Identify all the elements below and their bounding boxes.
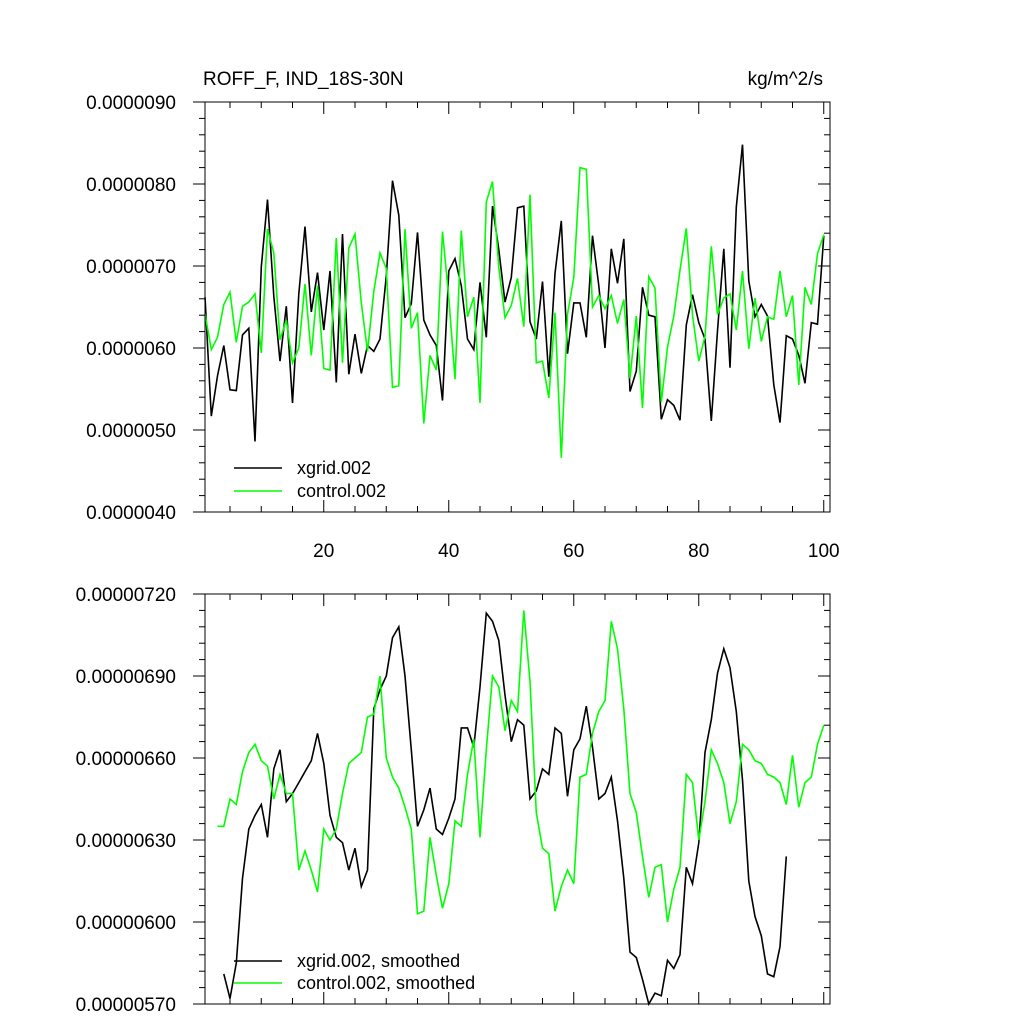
y-tick-label: 0.0000080 [86,175,176,196]
top-panel-frame [204,101,831,513]
series-line-control [217,610,825,923]
y-tick-label: 0.00000570 [76,995,176,1016]
bottom-panel-ticks: 0.00000570 0.00000600 0.00000630 0.00000660… [76,585,830,1016]
y-tick-label: 0.00000720 [76,585,176,606]
series-line-xgrid [204,144,825,442]
y-tick-label: 0.00000690 [76,667,176,688]
legend-label-xgrid-smoothed: xgrid.002, smoothed [297,951,460,971]
legend-label-control-smoothed: control.002, smoothed [297,973,475,993]
bottom-panel-legend: xgrid.002, smoothed control.002, smoothe… [234,951,475,993]
top-panel-units: kg/m^2/s [748,69,823,90]
x-tick-label: 60 [563,541,584,562]
y-tick-label: 0.0000070 [86,257,176,278]
bottom-panel: 0.00000570 0.00000600 0.00000630 0.00000660… [76,585,831,1016]
y-tick-label: 0.00000630 [76,831,176,852]
bottom-panel-series [217,610,825,1007]
y-tick-label: 0.0000050 [86,421,176,442]
legend-label-xgrid: xgrid.002 [297,458,371,478]
y-tick-label: 0.0000060 [86,339,176,360]
y-tick-label: 0.00000600 [76,913,176,934]
top-panel-ticks: 20 40 60 80 100 0.0000040 0.0000050 0.0000060 0.… [86,93,839,562]
top-panel-legend: xgrid.002 control.002 [234,458,386,501]
series-line-control [204,166,825,458]
top-panel: ROFF_F, IND_18S-30N kg/m^2/s 20 40 60 80 100… [86,69,839,562]
y-tick-label: 0.0000040 [86,503,176,524]
x-tick-label: 100 [808,541,840,562]
y-tick-label: 0.0000090 [86,93,176,114]
x-tick-label: 40 [438,541,459,562]
y-tick-label: 0.00000660 [76,749,176,770]
series-line-xgrid [223,610,788,1007]
top-panel-series [204,144,825,458]
bottom-panel-frame [204,593,831,1005]
top-panel-title: ROFF_F, IND_18S-30N [203,69,404,90]
legend-label-control: control.002 [297,481,386,501]
x-tick-label: 20 [313,541,334,562]
x-tick-label: 80 [688,541,709,562]
